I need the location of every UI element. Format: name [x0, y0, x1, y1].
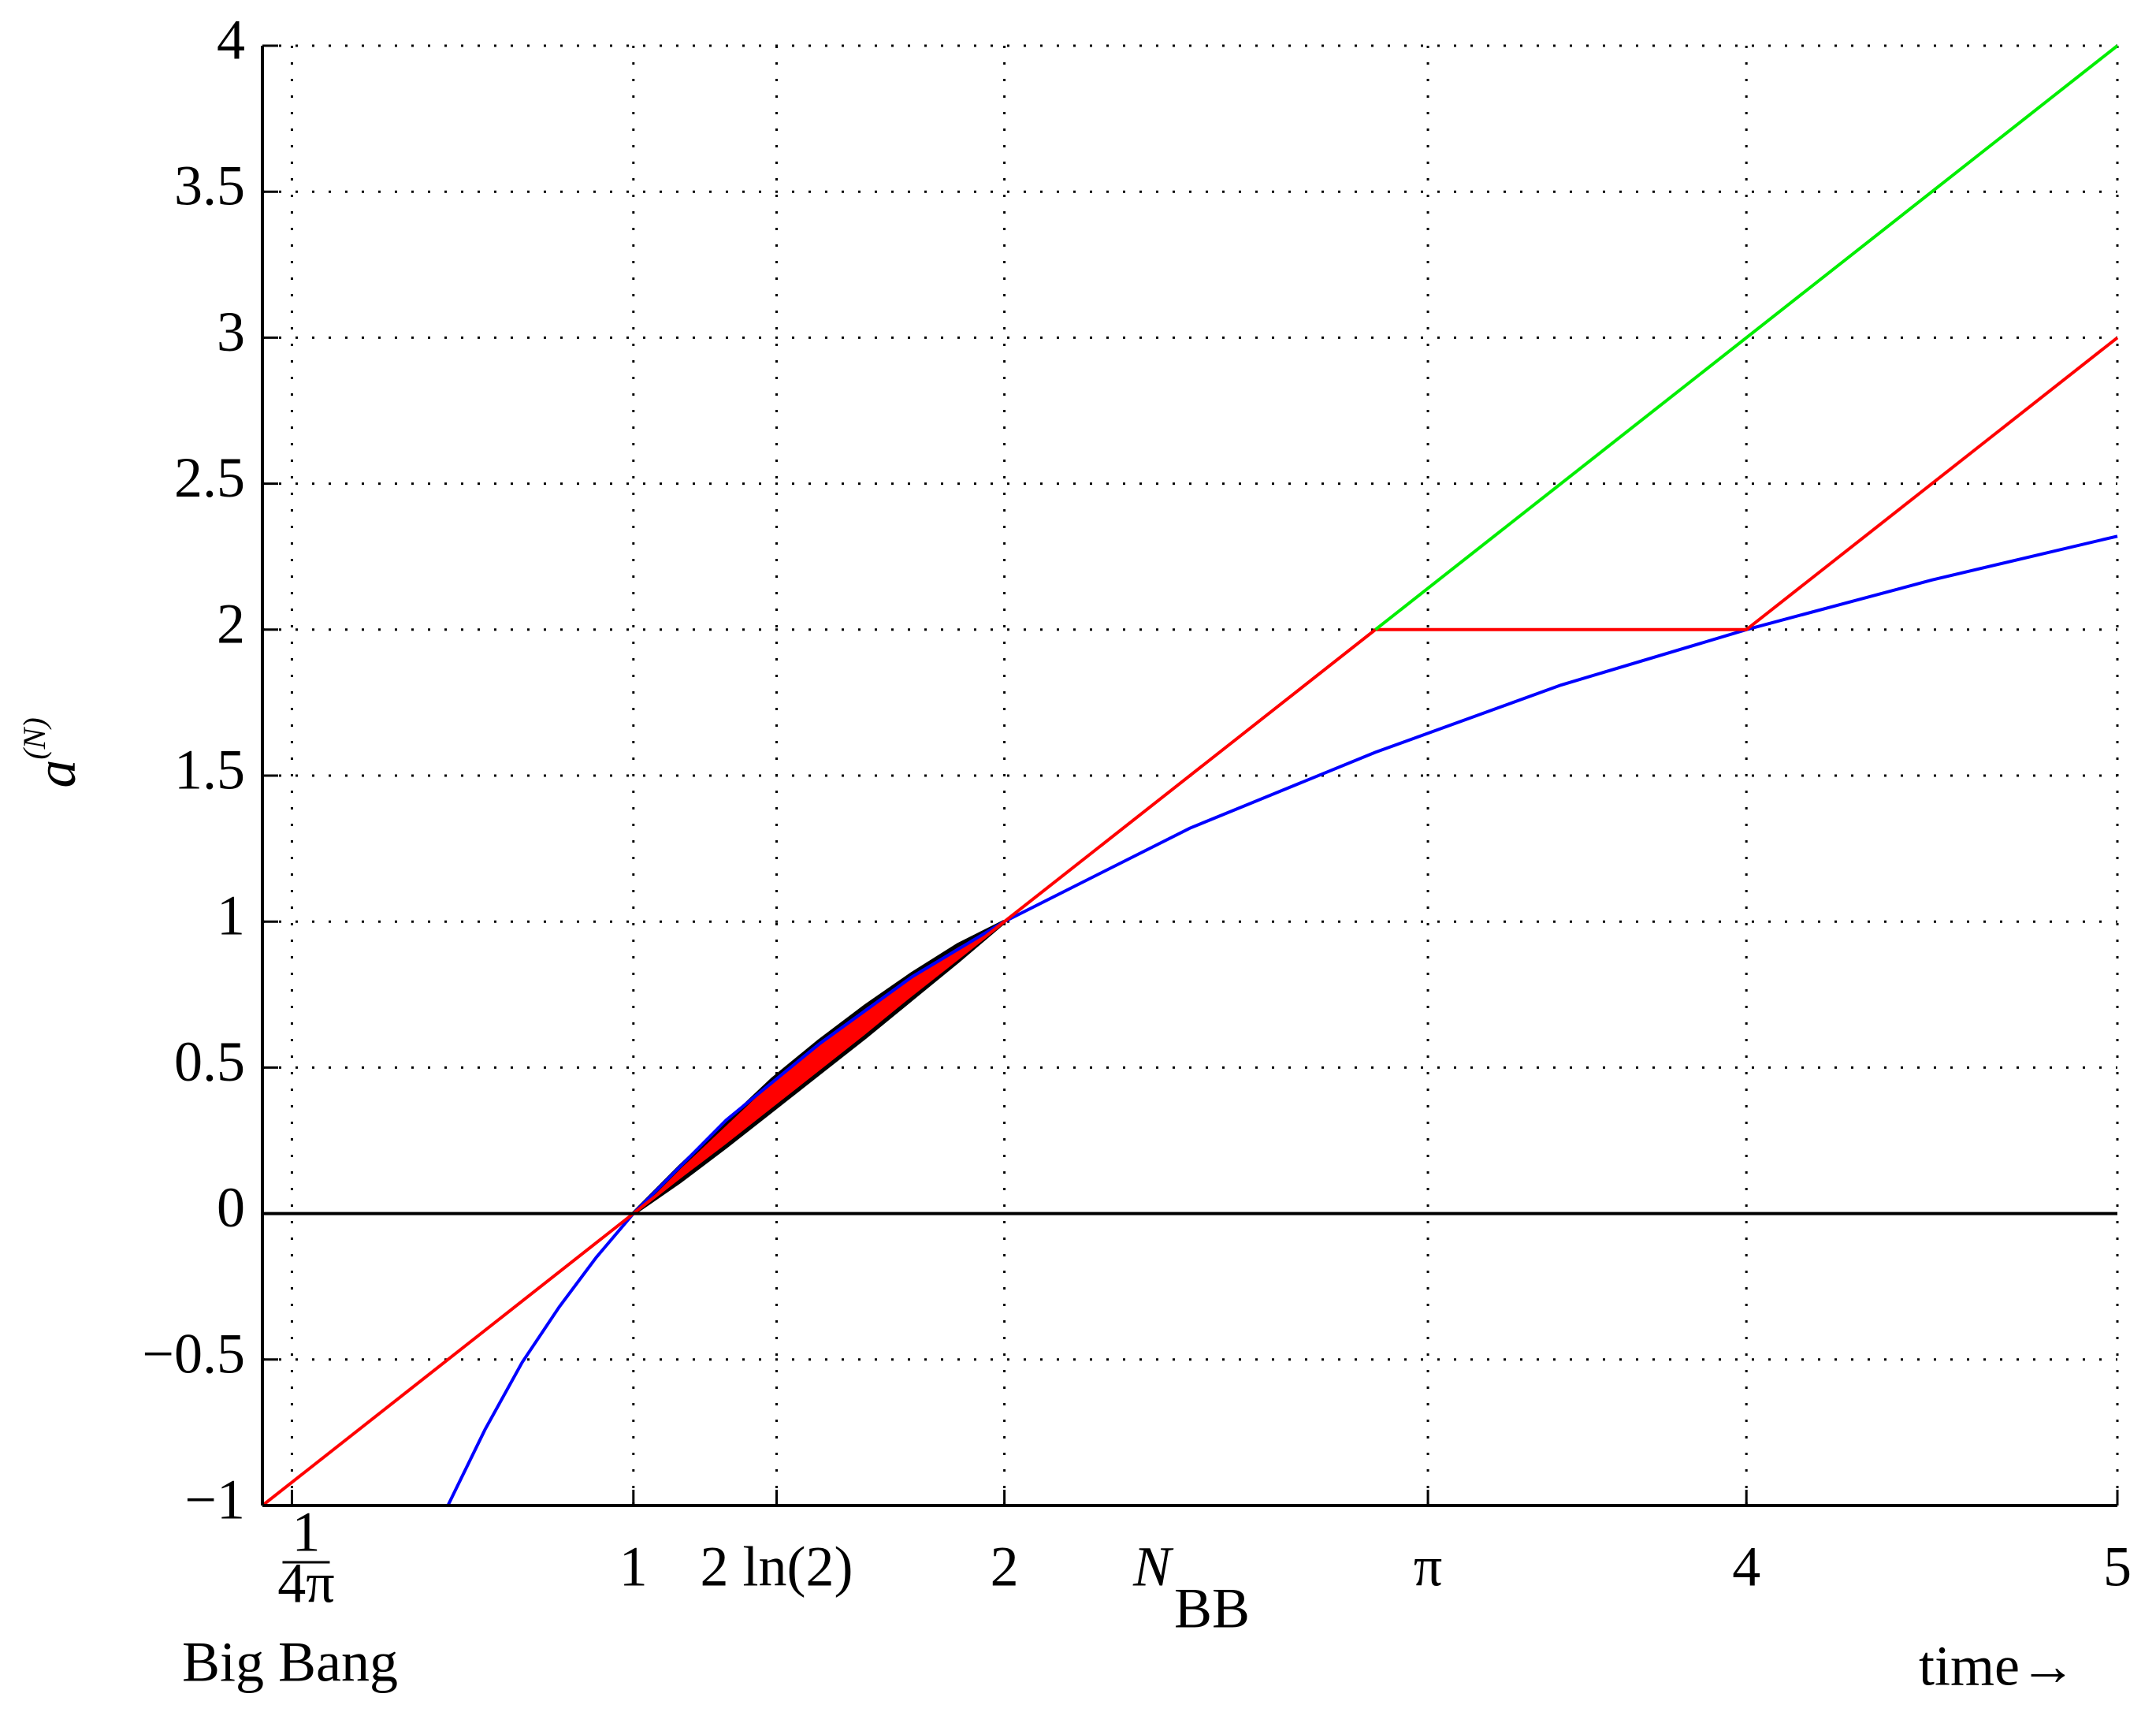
x-tick-numerator: 1: [292, 1501, 320, 1564]
x-tick-label: 5: [2103, 1535, 2132, 1599]
y-tick-label: 2.5: [174, 446, 245, 509]
y-tick-label: 3: [217, 300, 245, 363]
series-line: [446, 534, 2118, 1506]
y-label-main: a: [24, 760, 87, 788]
y-tick-label: −0.5: [142, 1322, 245, 1385]
nbb-label: N: [1132, 1535, 1174, 1599]
series-line: [261, 336, 2119, 1507]
fill-edge: [632, 920, 1006, 1215]
big-bang-label: Big Bang: [182, 1631, 398, 1694]
y-tick-label: −1: [184, 1468, 245, 1532]
y-label-sup: (N): [17, 717, 52, 759]
nbb-subscript: BB: [1174, 1577, 1250, 1640]
time-label: time→: [1919, 1635, 2076, 1698]
y-tick-label: 2: [217, 592, 245, 655]
series-line: [1374, 44, 2119, 631]
y-tick-label: 4: [217, 9, 245, 72]
y-tick-label: 0: [217, 1176, 245, 1239]
x-tick-denominator: 4π: [277, 1552, 334, 1615]
y-axis-label: a(N): [17, 717, 87, 787]
y-tick-label: 0.5: [174, 1030, 245, 1093]
x-tick-label: 2 ln(2): [701, 1535, 853, 1599]
y-tick-label: 3.5: [174, 154, 245, 218]
y-tick-label: 1.5: [174, 739, 245, 802]
x-tick-label: π: [1414, 1535, 1442, 1599]
x-tick-label: 1: [619, 1535, 648, 1599]
y-tick-label: 1: [217, 884, 245, 947]
x-tick-label: 4: [1732, 1535, 1760, 1599]
x-tick-label: 2: [991, 1535, 1019, 1599]
